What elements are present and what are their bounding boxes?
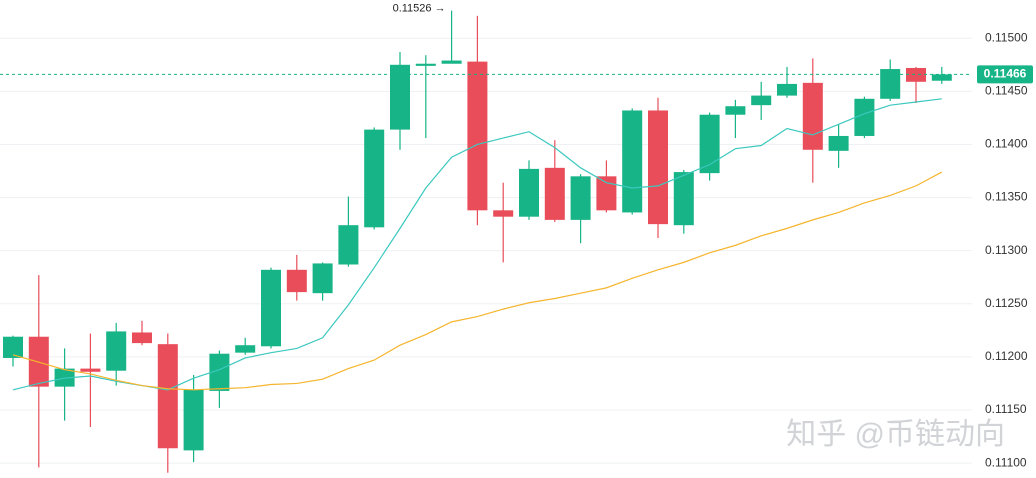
candle-body: [519, 168, 539, 217]
candle-body: [931, 74, 952, 81]
last-price-box: [977, 65, 1033, 84]
watermark: 知乎 @币链动向: [786, 418, 1005, 451]
candle-body: [3, 336, 23, 358]
candle-body: [906, 67, 926, 82]
candle-body: [441, 60, 462, 64]
candle-body: [467, 61, 488, 211]
candle-body: [777, 83, 797, 96]
y-tick-label: 0.11150: [985, 402, 1027, 416]
candle-body: [209, 353, 230, 391]
candle-body: [106, 331, 127, 371]
candle-body: [828, 135, 849, 151]
candle-body: [673, 172, 694, 226]
last-price-label: 0.11466: [984, 67, 1027, 81]
candle-body: [364, 129, 385, 228]
candle-body: [880, 69, 901, 99]
y-tick-label: 0.11350: [985, 190, 1028, 204]
annotation: 0.11526 →: [393, 3, 446, 15]
candle-body: [132, 332, 152, 344]
candle-body: [235, 345, 256, 353]
candle-body: [699, 114, 720, 174]
y-tick-label: 0.11500: [985, 30, 1028, 44]
candle-body: [415, 63, 436, 66]
candle-body: [80, 368, 101, 372]
candle-body: [648, 110, 668, 225]
candle-body: [286, 269, 307, 293]
ma-line: [12, 171, 943, 391]
candle-body: [390, 64, 410, 130]
candle-body: [854, 98, 875, 136]
candle-body: [751, 95, 772, 106]
y-tick-label: 0.11300: [985, 243, 1028, 257]
candle-body: [493, 210, 514, 217]
y-tick-label: 0.11450: [985, 84, 1028, 98]
candle-body: [544, 167, 565, 220]
candle-body: [622, 110, 643, 213]
candle-body: [802, 82, 823, 150]
candle-body: [157, 344, 178, 449]
candle-body: [570, 176, 591, 220]
ma-line: [12, 98, 942, 391]
candle-body: [312, 263, 333, 294]
candle-body: [725, 106, 746, 115]
candle-body: [183, 389, 204, 451]
y-tick-label: 0.11250: [985, 296, 1028, 310]
y-tick-label: 0.11100: [985, 455, 1027, 469]
y-tick-label: 0.11400: [985, 137, 1028, 151]
candle-body: [596, 176, 617, 211]
candle-body: [261, 269, 281, 347]
candle-body: [338, 225, 359, 265]
y-tick-label: 0.11200: [985, 349, 1028, 363]
